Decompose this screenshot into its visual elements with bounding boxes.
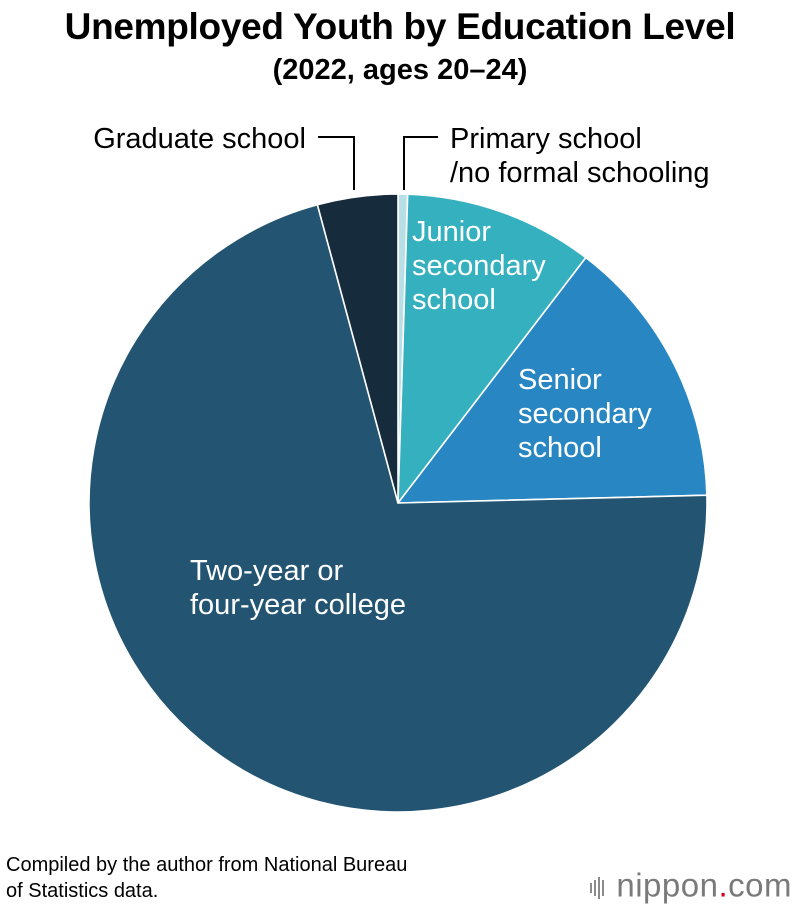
source-line-1: Compiled by the author from National Bur… <box>6 854 408 876</box>
slice-label-senior: Senior secondary school <box>518 364 652 464</box>
chart-subtitle: (2022, ages 20–24) <box>272 54 528 86</box>
pie-chart: Primary school/no formal schooling Junior… <box>88 123 710 813</box>
slice-label-graduate: Graduate school <box>93 123 306 155</box>
nippon-logo: nippon.com <box>590 864 792 904</box>
leader-line-graduate <box>318 136 355 190</box>
logo-bars-icon <box>590 866 606 904</box>
slice-label-college: Two-year or four-year college <box>190 555 406 621</box>
pie-slice-senior <box>397 256 708 504</box>
slice-label-junior: Junior secondary school <box>412 216 546 316</box>
slice-label-primary: Primary school/no formal schooling <box>450 123 710 189</box>
chart-title: Unemployed Youth by Education Level <box>64 6 736 47</box>
logo-prefix: nippon <box>616 866 719 904</box>
source-note: Compiled by the author from National Bur… <box>6 852 407 904</box>
logo-suffix: com <box>728 866 792 904</box>
logo-dot: . <box>718 866 729 904</box>
pie-slice-college <box>88 203 708 813</box>
leader-line-primary <box>403 136 438 190</box>
pie-slice-graduate <box>316 193 399 504</box>
logo-wordmark: nippon.com <box>616 866 792 903</box>
pie-slice-junior <box>397 193 587 504</box>
source-line-2: of Statistics data. <box>6 880 159 902</box>
